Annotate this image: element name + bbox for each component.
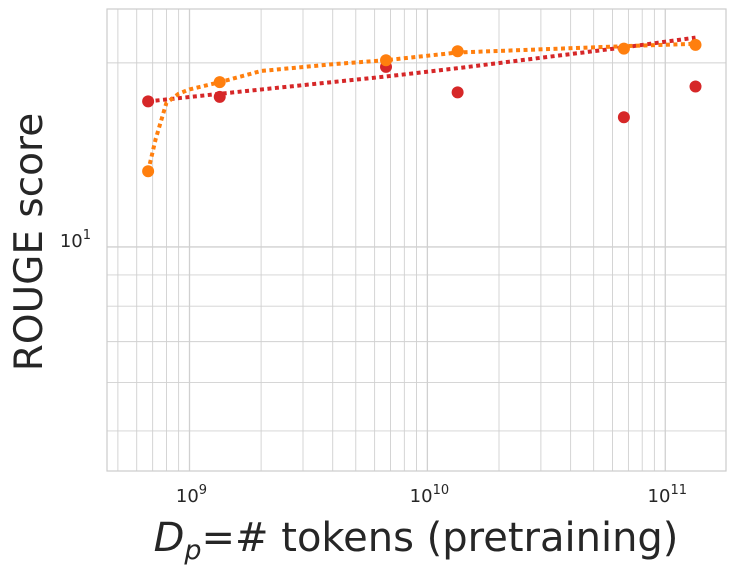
x-tick-base: 10	[176, 486, 199, 507]
data-point	[617, 111, 630, 124]
data-points	[142, 38, 702, 178]
data-point	[213, 90, 226, 103]
y-tick-labels: 101	[60, 228, 91, 252]
x-tick-exponent: 10	[433, 483, 450, 498]
x-tick-labels: 109 1010 1011	[176, 483, 687, 507]
x-axis-label: Dp=# tokens (pretraining)	[154, 515, 679, 566]
fit-lines	[146, 35, 696, 172]
data-point	[689, 80, 702, 93]
y-tick-exponent: 1	[83, 228, 91, 243]
x-tick-label: 1011	[648, 483, 687, 507]
data-point	[451, 45, 464, 58]
y-axis-label: ROUGE score	[7, 113, 52, 371]
x-axis-label-text: =# tokens (pretraining)	[202, 515, 679, 561]
plot-frame	[106, 8, 727, 472]
x-tick-exponent: 11	[670, 483, 687, 498]
x-tick-label: 1010	[410, 483, 449, 507]
data-point	[142, 95, 155, 108]
data-point	[689, 38, 702, 51]
data-point	[380, 54, 393, 67]
y-tick-base: 10	[60, 231, 83, 252]
data-point	[142, 165, 155, 178]
grid	[107, 9, 726, 471]
fit-line	[146, 41, 696, 172]
data-point	[213, 76, 226, 89]
data-point	[617, 42, 630, 55]
x-axis-label-symbol: D	[154, 515, 185, 561]
x-tick-base: 10	[648, 486, 671, 507]
x-tick-label: 109	[176, 483, 207, 507]
y-tick-label: 101	[60, 228, 91, 252]
x-tick-exponent: 9	[199, 483, 207, 498]
x-tick-base: 10	[410, 486, 433, 507]
x-axis-label-subscript: p	[183, 535, 201, 566]
data-point	[451, 86, 464, 99]
fit-line	[147, 35, 696, 104]
